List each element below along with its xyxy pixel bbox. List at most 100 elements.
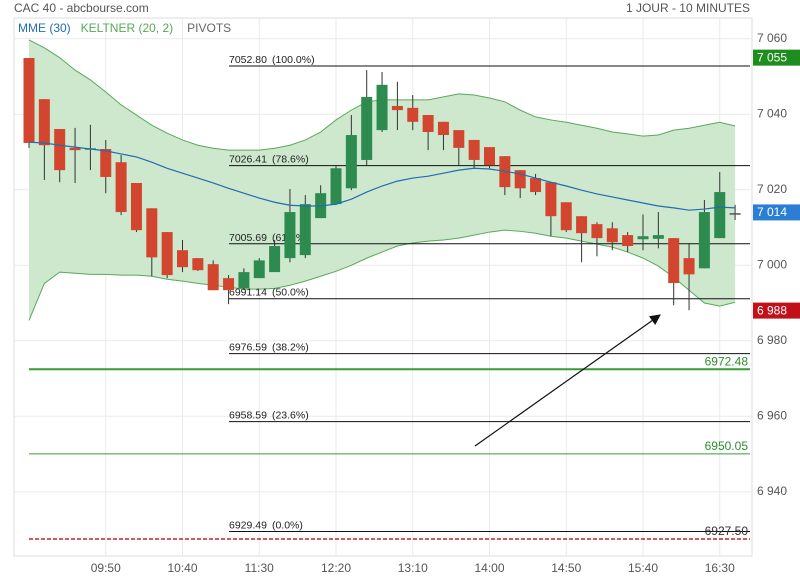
x-tick-label: 12:20 bbox=[321, 561, 351, 575]
candle-body bbox=[514, 170, 526, 189]
candle-body bbox=[192, 258, 204, 271]
fib-label: 6976.59 (38.2%) bbox=[229, 341, 309, 353]
candle-body bbox=[560, 202, 572, 231]
fib-label: 6958.59 (23.6%) bbox=[229, 409, 309, 421]
price-tag bbox=[753, 302, 800, 319]
fib-label: 6991.14 (50.0%) bbox=[229, 287, 309, 299]
candle-body bbox=[299, 204, 311, 256]
y-tick-label: 6 940 bbox=[757, 484, 787, 498]
y-tick-label: 7 000 bbox=[757, 257, 787, 271]
candle-body bbox=[622, 235, 634, 247]
fib-ratio: (50.0%) bbox=[272, 287, 309, 299]
y-tick-label: 7 020 bbox=[757, 182, 787, 196]
fib-ratio: (100.0%) bbox=[272, 54, 315, 66]
candle-body bbox=[714, 192, 726, 239]
candle-body bbox=[453, 130, 465, 148]
candle-body bbox=[330, 168, 342, 205]
keltner-fill bbox=[29, 39, 736, 321]
candle-body bbox=[54, 128, 66, 171]
legend-entry: PIVOTS bbox=[187, 21, 231, 35]
candle-body bbox=[668, 238, 680, 284]
candle-body bbox=[576, 216, 588, 234]
chart-title: CAC 40 - abcbourse.com bbox=[14, 1, 149, 15]
fib-ratio: (0.0%) bbox=[272, 519, 303, 531]
candle-body bbox=[361, 96, 373, 160]
arrow bbox=[474, 314, 661, 447]
x-tick-label: 16:30 bbox=[705, 561, 735, 575]
candle-body bbox=[115, 162, 127, 213]
candle-body bbox=[130, 182, 142, 231]
pivot-label: 6950.05 bbox=[705, 439, 749, 453]
price-tag-label: 7 055 bbox=[757, 50, 787, 64]
fib-value: 7005.69 bbox=[229, 232, 267, 244]
price-tag bbox=[753, 204, 800, 221]
candle-body bbox=[468, 139, 480, 160]
fib-ratio: (23.6%) bbox=[272, 409, 309, 421]
candle-body bbox=[253, 260, 265, 279]
x-tick-label: 10:40 bbox=[167, 561, 197, 575]
candle-body bbox=[422, 115, 434, 133]
candle-body bbox=[637, 236, 649, 240]
legend-entry: KELTNER (20, 2) bbox=[81, 21, 173, 35]
candle-body bbox=[284, 212, 296, 259]
chart-subtitle: 1 JOUR - 10 MINUTES bbox=[626, 1, 750, 15]
candle-body bbox=[376, 84, 388, 131]
pivot-label: 6927.50 bbox=[705, 524, 749, 538]
candle-body bbox=[407, 107, 419, 122]
x-tick-label: 11:30 bbox=[245, 561, 274, 575]
candle-body bbox=[69, 147, 81, 151]
fib-label: 6929.49 (0.0%) bbox=[229, 519, 303, 531]
pivot-label: 6972.48 bbox=[705, 354, 749, 368]
x-tick-label: 15:40 bbox=[628, 561, 658, 575]
candle-body bbox=[530, 178, 542, 193]
candle-body bbox=[545, 182, 557, 217]
candle-body bbox=[698, 212, 710, 269]
candle-body bbox=[269, 246, 281, 273]
legend-entry: MME (30) bbox=[18, 21, 71, 35]
fib-ratio: (78.6%) bbox=[272, 153, 309, 165]
candle-body bbox=[177, 250, 188, 268]
candle-body bbox=[606, 228, 618, 243]
x-tick-label: 14:00 bbox=[474, 561, 504, 575]
price-tag-label: 7 014 bbox=[757, 205, 787, 219]
candle-body bbox=[652, 235, 664, 239]
x-tick-label: 13:10 bbox=[398, 561, 428, 575]
fib-value: 7052.80 bbox=[229, 54, 267, 66]
candle-body bbox=[391, 105, 403, 111]
fib-value: 6991.14 bbox=[229, 287, 267, 299]
fib-value: 6976.59 bbox=[229, 341, 267, 353]
legend: MME (30) KELTNER (20, 2) PIVOTS bbox=[18, 21, 231, 35]
candle-body bbox=[223, 278, 235, 291]
x-tick-label: 14:50 bbox=[551, 561, 581, 575]
candle-body bbox=[23, 58, 35, 143]
candle-body bbox=[591, 224, 603, 239]
candle-body bbox=[345, 135, 357, 189]
price-tag bbox=[753, 49, 800, 66]
candle-body bbox=[729, 213, 741, 215]
y-tick-label: 6 960 bbox=[757, 408, 787, 422]
x-tick-label: 09:50 bbox=[91, 561, 121, 575]
candle-body bbox=[484, 147, 495, 166]
plot-frame bbox=[13, 17, 753, 557]
price-tag-label: 6 988 bbox=[757, 303, 787, 317]
candle-body bbox=[207, 264, 219, 291]
fib-label: 7026.41 (78.6%) bbox=[229, 153, 309, 165]
y-tick-label: 6 980 bbox=[757, 333, 787, 347]
candle-body bbox=[146, 208, 158, 258]
candle-body bbox=[437, 121, 449, 136]
fib-value: 6958.59 bbox=[229, 409, 267, 421]
candle-body bbox=[683, 258, 695, 275]
keltner-lower bbox=[28, 229, 736, 321]
fib-label: 7052.80 (100.0%) bbox=[229, 54, 315, 66]
candle-body bbox=[38, 99, 50, 146]
candle-body bbox=[100, 149, 112, 177]
candle-body bbox=[238, 272, 250, 289]
fib-value: 7026.41 bbox=[229, 153, 267, 165]
y-tick-label: 7 060 bbox=[757, 31, 787, 45]
candle-body bbox=[161, 232, 173, 276]
fib-ratio: (38.2%) bbox=[272, 341, 309, 353]
fib-value: 6929.49 bbox=[229, 519, 267, 531]
ema-line bbox=[28, 141, 736, 211]
